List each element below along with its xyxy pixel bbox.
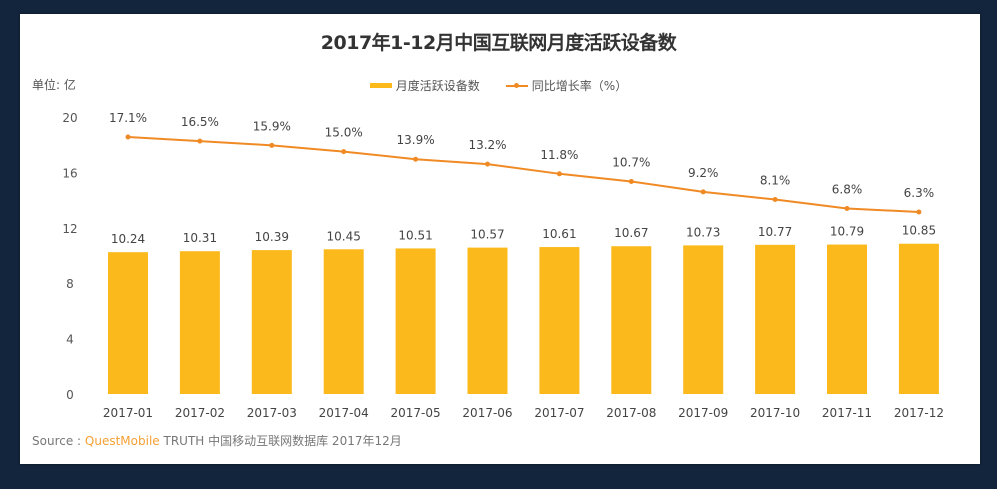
x-axis: 2017-01 2017-02 2017-03 2017-04 2017-05 2017-… — [103, 406, 944, 420]
line-marker-icon — [700, 189, 706, 195]
growth-line — [127, 136, 919, 213]
bar — [611, 246, 652, 394]
x-tick-label: 2017-03 — [247, 406, 297, 420]
legend-label-growth: 同比增长率（%） — [531, 79, 628, 93]
bar — [755, 244, 796, 394]
y-tick-label: 4 — [66, 333, 74, 347]
bar-value-labels: 10.24 10.31 10.39 10.45 10.51 10.57 10.61 10.67… — [111, 224, 936, 246]
bar — [827, 244, 867, 394]
bar — [467, 247, 508, 394]
line-marker-icon — [916, 209, 922, 215]
source-brand: QuestMobile — [84, 434, 160, 448]
line-value-label: 15.9% — [253, 119, 291, 133]
x-tick-label: 2017-04 — [319, 406, 369, 420]
line-value-label: 6.8% — [832, 183, 863, 197]
bar-value-label: 10.85 — [902, 224, 936, 238]
bar-series — [108, 243, 939, 394]
x-tick-label: 2017-07 — [534, 406, 584, 420]
bar-value-label: 10.57 — [470, 228, 504, 242]
x-tick-label: 2017-02 — [175, 406, 225, 420]
line-value-label: 11.8% — [540, 148, 578, 162]
y-axis-unit: 单位: 亿 — [32, 78, 76, 92]
line-marker-icon — [197, 138, 203, 144]
line-value-label: 8.1% — [760, 174, 791, 188]
bar-value-label: 10.73 — [686, 225, 720, 239]
y-axis: 0 4 8 12 16 20 — [62, 111, 77, 402]
line-swatch-icon — [505, 82, 528, 88]
bar-value-label: 10.79 — [830, 225, 864, 239]
line-marker-icon — [341, 149, 347, 155]
line-marker-icon — [844, 206, 850, 212]
line-marker-icon — [485, 161, 490, 167]
x-tick-label: 2017-01 — [103, 406, 153, 420]
bar — [108, 252, 148, 394]
x-tick-label: 2017-05 — [391, 406, 441, 420]
bar-value-label: 10.51 — [398, 228, 432, 242]
x-tick-label: 2017-06 — [462, 406, 512, 420]
bar — [539, 247, 580, 394]
x-tick-label: 2017-11 — [822, 406, 872, 420]
x-tick-label: 2017-08 — [606, 406, 656, 420]
source-note: Source : QuestMobile TRUTH 中国移动互联网数据库 20… — [32, 432, 402, 449]
y-tick-label: 0 — [66, 388, 74, 402]
bar-value-label: 10.39 — [255, 230, 289, 244]
bar-value-label: 10.61 — [542, 227, 576, 241]
line-marker-icon — [628, 178, 634, 184]
line-value-label: 9.2% — [688, 166, 719, 180]
bar — [683, 245, 724, 394]
line-marker-icon — [556, 171, 562, 177]
bar-value-label: 10.31 — [183, 231, 217, 245]
bar-value-label: 10.67 — [614, 226, 648, 240]
x-tick-label: 2017-12 — [894, 406, 944, 420]
line-value-label: 10.7% — [612, 155, 650, 169]
line-value-label: 17.1% — [109, 111, 147, 125]
y-tick-label: 16 — [62, 166, 77, 180]
line-value-label: 6.3% — [904, 186, 935, 200]
line-value-labels: 17.1% 16.5% 15.9% 15.0% 13.9% 13.2% 11.8% 10.7%… — [109, 111, 934, 200]
source-prefix: Source : — [32, 434, 82, 448]
source-rest: TRUTH 中国移动互联网数据库 2017年12月 — [163, 434, 402, 448]
legend-item-growth: 同比增长率（%） — [505, 77, 628, 94]
bar-value-label: 10.77 — [758, 225, 792, 239]
x-tick-label: 2017-09 — [678, 406, 728, 420]
legend-item-devices: 月度活跃设备数 — [369, 77, 480, 94]
bar — [251, 250, 292, 394]
line-value-label: 16.5% — [181, 115, 219, 129]
line-marker-icon — [125, 134, 131, 140]
line-value-label: 15.0% — [325, 126, 363, 140]
x-tick-label: 2017-10 — [750, 406, 800, 420]
y-tick-label: 8 — [66, 277, 74, 291]
legend-label-devices: 月度活跃设备数 — [395, 79, 480, 93]
line-value-label: 13.9% — [397, 133, 435, 147]
line-marker-icon — [772, 197, 778, 202]
bar-swatch-icon — [369, 83, 392, 88]
line-series — [125, 134, 922, 215]
bar-value-label: 10.24 — [111, 232, 145, 246]
y-tick-label: 20 — [62, 111, 77, 125]
chart-legend: 月度活跃设备数 同比增长率（%） — [0, 77, 997, 94]
bar — [179, 251, 220, 394]
chart-title: 2017年1-12月中国互联网月度活跃设备数 — [320, 32, 677, 54]
bar-value-label: 10.45 — [327, 229, 361, 243]
y-tick-label: 12 — [62, 222, 77, 236]
bar — [898, 243, 939, 394]
line-marker-icon — [413, 156, 419, 162]
line-value-label: 13.2% — [468, 138, 506, 152]
bar — [395, 248, 436, 394]
line-marker-icon — [269, 142, 275, 148]
bar — [323, 249, 364, 394]
